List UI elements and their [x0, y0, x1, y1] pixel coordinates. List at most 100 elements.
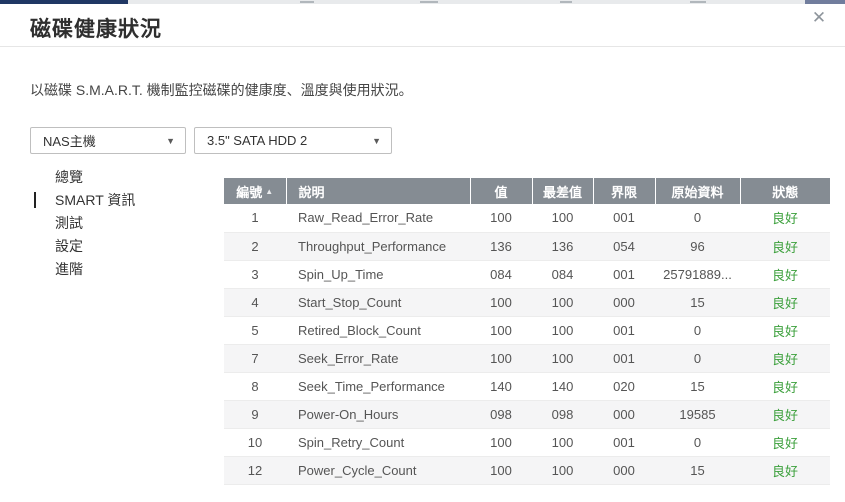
table-row[interactable]: 9 Power-On_Hours 098 098 000 19585 良好	[224, 400, 830, 429]
cell-description: Power-On_Hours	[286, 400, 470, 429]
cell-id: 7	[224, 344, 286, 373]
cell-worst: 100	[532, 288, 593, 317]
page-title: 磁碟健康狀況	[30, 18, 162, 41]
column-header-status[interactable]: 狀態	[739, 178, 830, 204]
cell-description: Seek_Error_Rate	[286, 344, 470, 373]
column-header-label: 界限	[610, 184, 637, 200]
status-badge: 良好	[740, 428, 830, 457]
chevron-down-icon: ▼	[166, 135, 175, 146]
cell-description: Power_Cycle_Count	[286, 456, 470, 485]
cell-value: 100	[470, 344, 532, 373]
cell-description: Spin_Retry_Count	[286, 428, 470, 457]
status-badge: 良好	[740, 344, 830, 373]
status-badge: 良好	[740, 288, 830, 317]
column-header-label: 編號	[236, 184, 263, 200]
column-header-value[interactable]: 值	[469, 178, 532, 204]
table-row[interactable]: 3 Spin_Up_Time 084 084 001 25791889... 良…	[224, 260, 830, 289]
cell-description: Start_Stop_Count	[286, 288, 470, 317]
table-row[interactable]: 7 Seek_Error_Rate 100 100 001 0 良好	[224, 344, 830, 373]
table-row[interactable]: 12 Power_Cycle_Count 100 100 000 15 良好	[224, 456, 830, 485]
cell-threshold: 000	[593, 456, 655, 485]
host-dropdown[interactable]: NAS主機 ▼	[30, 127, 186, 154]
cell-description: Throughput_Performance	[286, 232, 470, 261]
cell-description: Spin_Up_Time	[286, 260, 470, 289]
cell-value: 098	[470, 400, 532, 429]
column-header-worst[interactable]: 最差值	[531, 178, 593, 204]
cell-id: 9	[224, 400, 286, 429]
cell-threshold: 001	[593, 316, 655, 345]
column-header-label: 最差值	[542, 184, 582, 200]
column-header-label: 原始資料	[671, 184, 724, 200]
cell-description: Raw_Read_Error_Rate	[286, 204, 470, 233]
cell-raw-data: 15	[655, 456, 740, 485]
sidebar-item-label: 進階	[55, 261, 83, 277]
cell-id: 4	[224, 288, 286, 317]
sidebar-item-label: 設定	[55, 238, 83, 254]
table-row[interactable]: 2 Throughput_Performance 136 136 054 96 …	[224, 232, 830, 261]
status-badge: 良好	[740, 260, 830, 289]
cell-worst: 100	[532, 316, 593, 345]
background-page-strip	[0, 0, 845, 4]
cell-raw-data: 25791889...	[655, 260, 740, 289]
column-header-threshold[interactable]: 界限	[592, 178, 655, 204]
cell-threshold: 000	[593, 400, 655, 429]
column-header-label: 說明	[298, 184, 325, 200]
cell-threshold: 054	[593, 232, 655, 261]
cell-id: 12	[224, 456, 286, 485]
cell-value: 100	[470, 456, 532, 485]
sidebar-item-label: 總覽	[55, 169, 83, 185]
status-badge: 良好	[740, 456, 830, 485]
cell-value: 084	[470, 260, 532, 289]
sort-asc-icon: ▲	[265, 186, 274, 196]
column-header-raw-data[interactable]: 原始資料	[654, 178, 740, 204]
sidebar-nav: 總覽 SMART 資訊 測試 設定 進階	[34, 166, 204, 281]
table-row[interactable]: 4 Start_Stop_Count 100 100 000 15 良好	[224, 288, 830, 317]
cell-worst: 136	[532, 232, 593, 261]
table-row[interactable]: 5 Retired_Block_Count 100 100 001 0 良好	[224, 316, 830, 345]
description-text: 以磁碟 S.M.A.R.T. 機制監控磁碟的健康度、溫度與使用狀況。	[30, 82, 413, 98]
cell-id: 8	[224, 372, 286, 401]
cell-description: Seek_Time_Performance	[286, 372, 470, 401]
column-header-label: 狀態	[772, 184, 799, 200]
disk-dropdown[interactable]: 3.5" SATA HDD 2 ▼	[194, 127, 392, 154]
cell-threshold: 020	[593, 372, 655, 401]
table-row[interactable]: 8 Seek_Time_Performance 140 140 020 15 良…	[224, 372, 830, 401]
cell-raw-data: 0	[655, 316, 740, 345]
sidebar-item-advanced[interactable]: 進階	[34, 258, 204, 280]
column-header-label: 值	[494, 184, 508, 200]
table-row[interactable]: 10 Spin_Retry_Count 100 100 001 0 良好	[224, 428, 830, 457]
cell-raw-data: 0	[655, 428, 740, 457]
cell-id: 2	[224, 232, 286, 261]
table-row[interactable]: 1 Raw_Read_Error_Rate 100 100 001 0 良好	[224, 204, 830, 233]
smart-table-container: 編號 ▲ 說明 值 最差值 界限 原始資料 狀態	[224, 178, 830, 485]
cell-id: 10	[224, 428, 286, 457]
column-header-id[interactable]: 編號 ▲	[224, 178, 286, 204]
column-header-description[interactable]: 說明	[285, 178, 470, 204]
cell-threshold: 000	[593, 288, 655, 317]
cell-raw-data: 0	[655, 204, 740, 233]
disk-dropdown-value: 3.5" SATA HDD 2	[207, 133, 308, 148]
sidebar-item-overview[interactable]: 總覽	[34, 166, 204, 188]
smart-attributes-table: 編號 ▲ 說明 值 最差值 界限 原始資料 狀態	[224, 178, 830, 485]
title-divider	[0, 46, 845, 47]
cell-value: 100	[470, 288, 532, 317]
cell-worst: 098	[532, 400, 593, 429]
cell-id: 1	[224, 204, 286, 233]
status-badge: 良好	[740, 372, 830, 401]
cell-raw-data: 96	[655, 232, 740, 261]
status-badge: 良好	[740, 204, 830, 233]
sidebar-item-label: SMART 資訊	[55, 192, 136, 208]
sidebar-item-test[interactable]: 測試	[34, 212, 204, 234]
cell-value: 100	[470, 316, 532, 345]
cell-description: Retired_Block_Count	[286, 316, 470, 345]
sidebar-item-settings[interactable]: 設定	[34, 235, 204, 257]
cell-raw-data: 19585	[655, 400, 740, 429]
cell-worst: 084	[532, 260, 593, 289]
cell-raw-data: 15	[655, 288, 740, 317]
cell-worst: 100	[532, 456, 593, 485]
status-badge: 良好	[740, 232, 830, 261]
sidebar-item-smart-info[interactable]: SMART 資訊	[34, 189, 204, 211]
sidebar-item-label: 測試	[55, 215, 83, 231]
close-icon[interactable]: ✕	[811, 8, 827, 27]
cell-id: 5	[224, 316, 286, 345]
